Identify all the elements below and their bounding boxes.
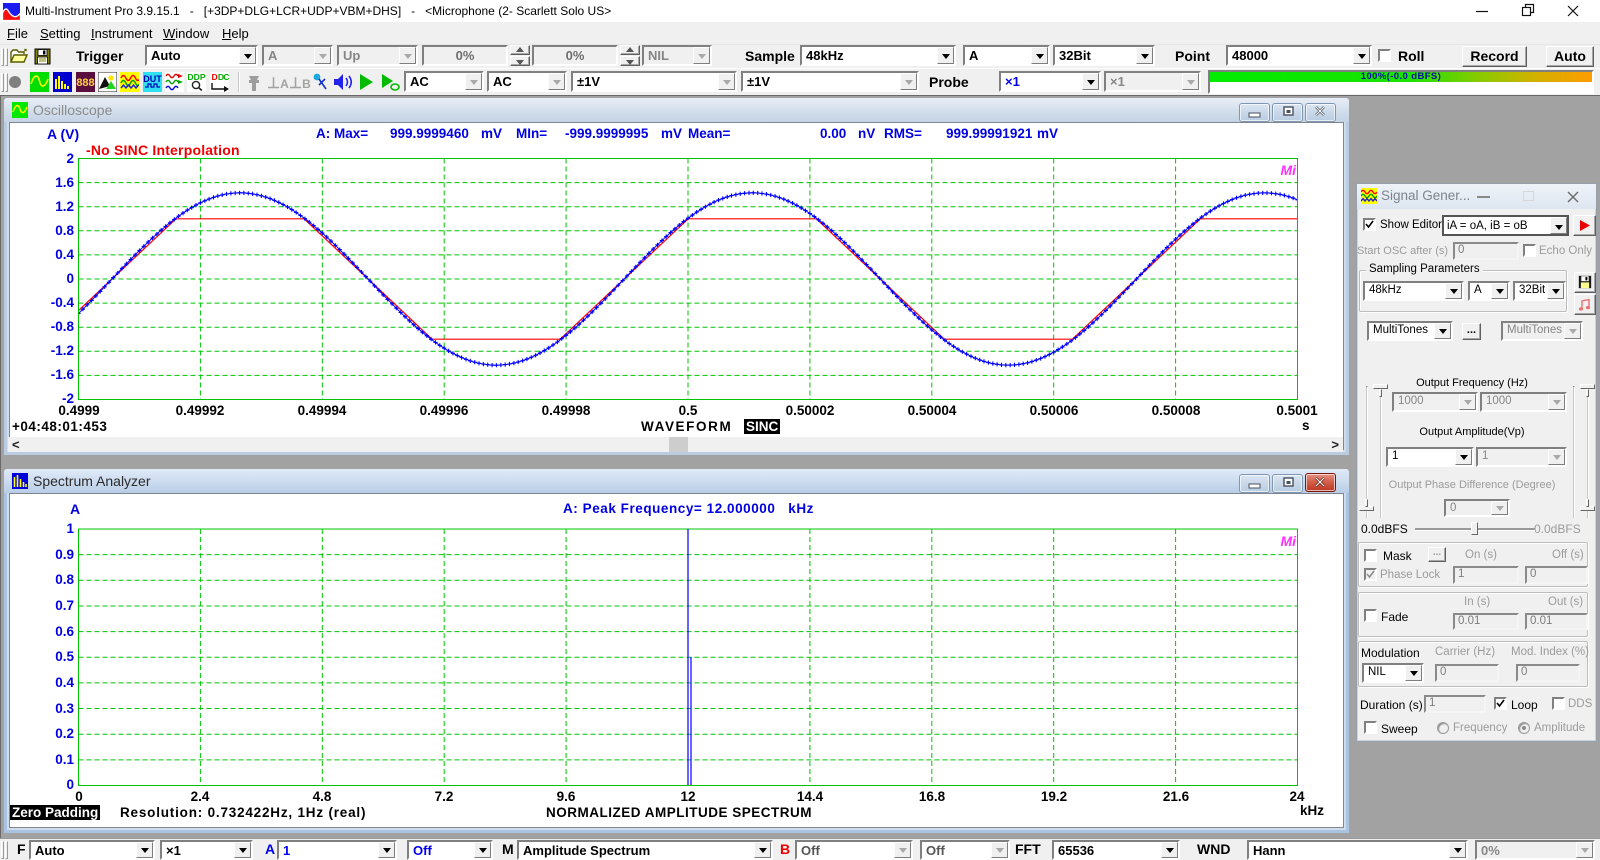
svg-text:C: C [223,72,229,82]
svg-text:888: 888 [76,77,94,89]
svg-text:DUT: DUT [143,74,162,84]
svg-text:D: D [211,72,217,82]
svg-text:DDP: DDP [187,72,205,82]
svg-text:Mi: Mi [1280,533,1297,549]
svg-text:Mi: Mi [1280,162,1297,178]
svg-text:D: D [218,72,224,82]
